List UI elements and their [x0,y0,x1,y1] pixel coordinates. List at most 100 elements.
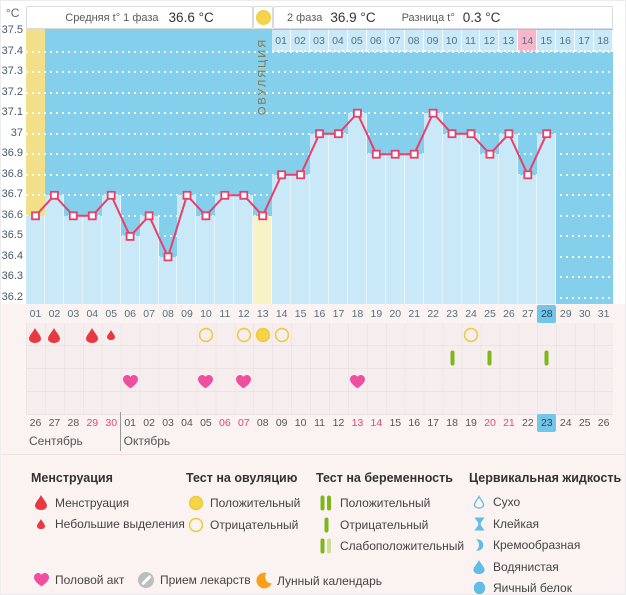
cycle-day-cell[interactable]: 09 [181,308,193,320]
calendar-date-cell[interactable]: 19 [465,417,477,429]
cycle-day-cell[interactable]: 14 [275,308,288,320]
cycle-day-cell[interactable]: 15 [294,308,307,320]
calendar-date-cell[interactable]: 23 [537,414,557,432]
intercourse-icon[interactable] [348,372,366,390]
temperature-day-bar[interactable] [120,236,140,304]
temp-point-day-16[interactable] [315,129,324,139]
menstruation-icon[interactable] [83,326,101,344]
pregnancy-test-negative-icon[interactable] [481,349,499,367]
calendar-date-cell[interactable]: 25 [578,417,591,429]
calendar-date-cell[interactable]: 02 [143,417,155,429]
cycle-day-cell[interactable]: 24 [465,308,477,320]
calendar-date-cell[interactable]: 29 [86,417,99,429]
temp-point-day-19[interactable] [371,149,381,159]
temp-point-day-20[interactable] [390,149,400,159]
temp-point-day-10[interactable] [201,211,211,221]
temperature-day-bar[interactable] [366,154,386,304]
temp-point-day-21[interactable] [409,149,419,159]
calendar-date-cell[interactable]: 06 [219,417,231,429]
intercourse-icon[interactable] [197,372,215,390]
cycle-day-cell[interactable]: 11 [219,308,231,320]
cycle-day-cell[interactable]: 30 [578,308,591,320]
temperature-day-bar[interactable] [272,174,292,304]
temperature-day-bar[interactable] [499,133,519,304]
temp-point-day-27[interactable] [523,170,533,180]
temperature-day-bar[interactable] [347,113,367,304]
calendar-date-cell[interactable]: 18 [446,417,458,429]
temperature-day-bar[interactable] [328,133,348,304]
cycle-day-cell[interactable]: 19 [370,308,383,320]
cycle-day-cell[interactable]: 01 [29,308,42,320]
cycle-day-cell[interactable]: 04 [86,308,99,320]
spotting-icon[interactable] [102,326,120,344]
pregnancy-test-negative-icon[interactable] [538,349,556,367]
calendar-date-cell[interactable]: 05 [200,417,212,429]
menstruation-icon[interactable] [26,326,44,344]
temperature-day-bar[interactable] [291,174,311,304]
cycle-day-cell[interactable]: 23 [446,308,458,320]
temp-point-day-25[interactable] [485,149,495,159]
temp-point-day-4[interactable] [87,211,97,221]
temperature-day-bar[interactable] [461,133,481,304]
temp-point-day-22[interactable] [428,108,438,118]
cycle-day-cell[interactable]: 20 [389,308,402,320]
calendar-date-cell[interactable]: 04 [181,417,193,429]
temp-point-day-11[interactable] [220,190,230,200]
calendar-date-cell[interactable]: 12 [332,417,345,429]
cycle-day-cell[interactable]: 02 [48,308,61,320]
calendar-date-cell[interactable]: 08 [256,417,269,429]
calendar-date-cell[interactable]: 26 [597,417,610,429]
temperature-day-bar[interactable] [404,154,424,304]
calendar-date-cell[interactable]: 09 [275,417,288,429]
cycle-day-cell[interactable]: 21 [408,308,421,320]
temperature-day-bar[interactable] [158,256,178,304]
cycle-day-cell[interactable]: 16 [313,308,326,320]
temp-point-day-15[interactable] [296,170,306,180]
intercourse-icon[interactable] [235,372,253,390]
cycle-day-cell[interactable]: 07 [143,308,155,320]
cycle-day-cell[interactable]: 29 [559,308,572,320]
cycle-day-cell[interactable]: 28 [537,305,557,323]
temperature-day-bar[interactable] [26,215,45,304]
temperature-day-bar[interactable] [101,195,121,304]
menstruation-icon[interactable] [45,326,63,344]
cycle-day-cell[interactable]: 08 [162,308,174,320]
temp-point-day-17[interactable] [333,129,343,139]
temperature-line[interactable] [26,29,613,304]
temperature-day-bar[interactable] [139,215,159,304]
temperature-day-bar[interactable] [63,215,83,304]
calendar-date-cell[interactable]: 24 [559,417,572,429]
calendar-date-cell[interactable]: 15 [389,417,402,429]
cycle-day-cell[interactable]: 31 [597,308,610,320]
cycle-day-cell[interactable]: 18 [351,308,364,320]
pregnancy-test-negative-icon[interactable] [443,349,461,367]
temp-point-day-13[interactable] [258,211,268,221]
ovulation-test-negative-icon[interactable] [235,326,253,344]
temperature-day-bar[interactable] [253,215,273,304]
calendar-date-cell[interactable]: 13 [351,417,364,429]
calendar-date-cell[interactable]: 22 [522,417,534,429]
temp-point-day-6[interactable] [125,231,135,241]
ovulation-test-positive-icon[interactable] [254,326,272,344]
cycle-day-cell[interactable]: 13 [256,308,269,320]
cycle-day-cell[interactable]: 12 [237,308,250,320]
cycle-day-cell[interactable]: 06 [124,308,136,320]
temp-point-day-2[interactable] [49,190,59,200]
cycle-day-cell[interactable]: 03 [67,308,80,320]
temperature-day-bar[interactable] [82,215,102,304]
calendar-date-cell[interactable]: 21 [503,417,515,429]
temp-point-day-23[interactable] [447,129,457,139]
temp-point-day-14[interactable] [277,170,287,180]
cycle-day-cell[interactable]: 17 [332,308,345,320]
cycle-day-cell[interactable]: 27 [522,308,534,320]
cycle-day-cell[interactable]: 10 [200,308,212,320]
temp-point-day-3[interactable] [68,211,78,221]
ovulation-test-negative-icon[interactable] [197,326,215,344]
calendar-date-cell[interactable]: 10 [294,417,307,429]
cycle-day-cell[interactable]: 22 [427,308,439,320]
calendar-date-cell[interactable]: 28 [67,417,80,429]
temperature-day-bar[interactable] [196,215,216,304]
temperature-day-bar[interactable] [215,195,235,304]
cycle-day-cell[interactable]: 05 [105,308,118,320]
temp-point-day-9[interactable] [182,190,192,200]
